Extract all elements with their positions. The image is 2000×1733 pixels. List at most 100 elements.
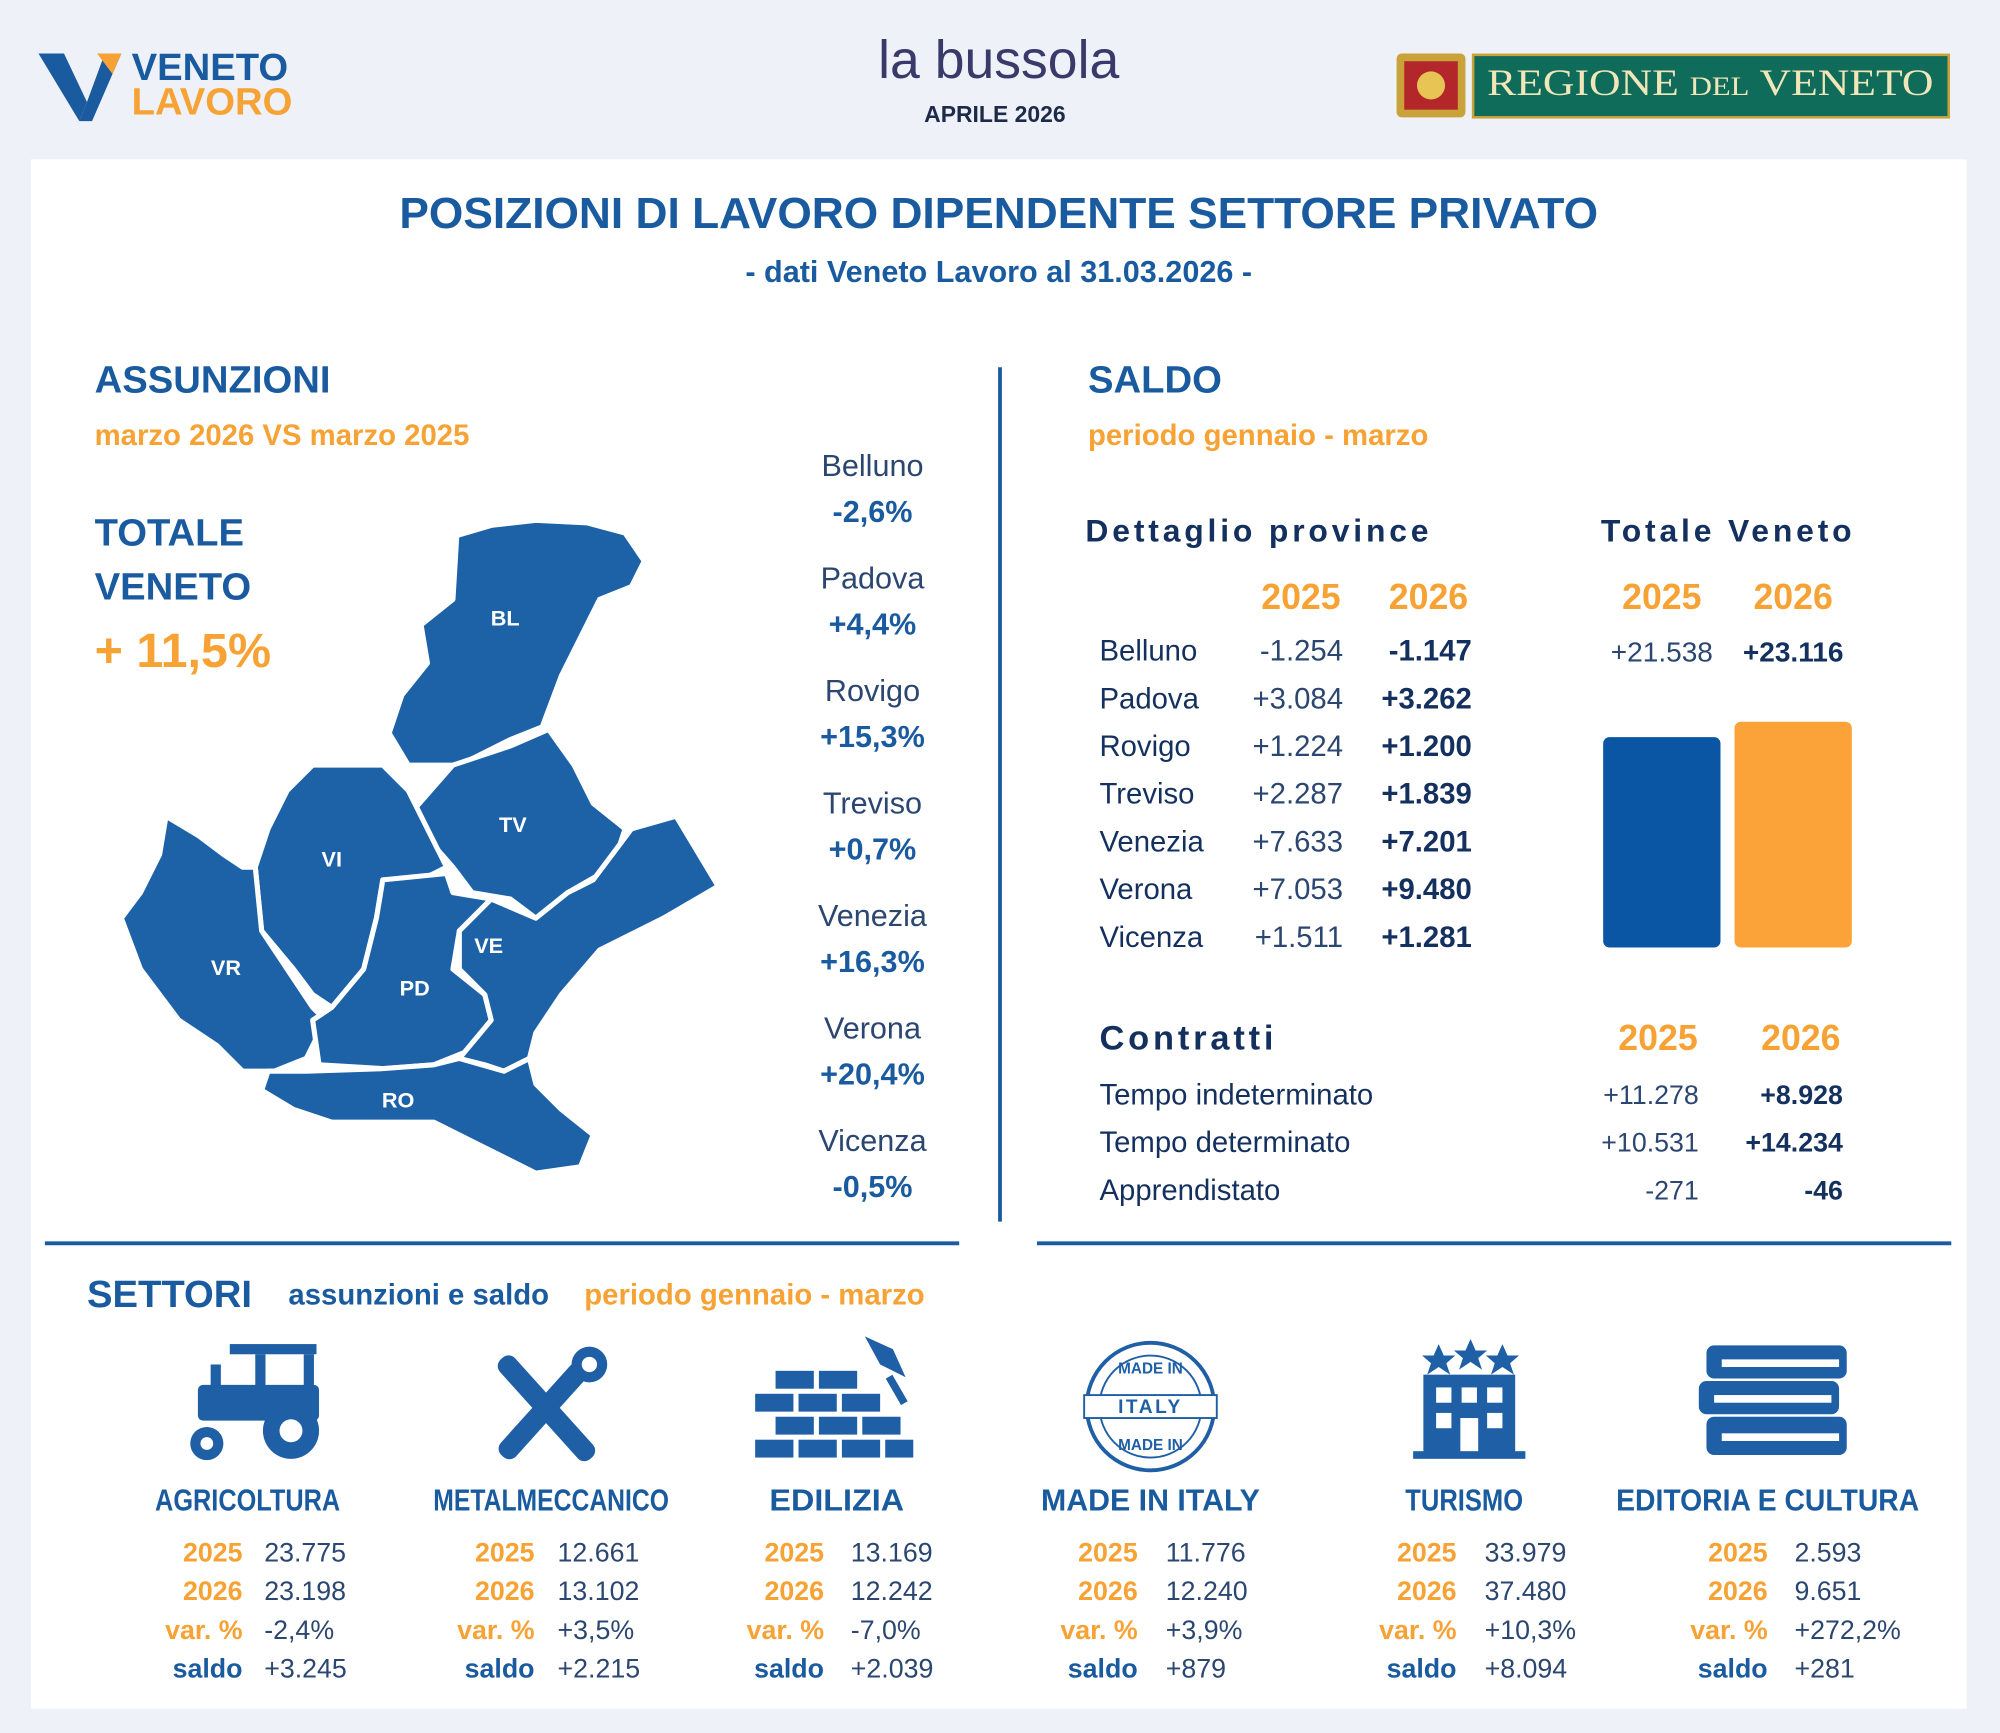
badge-text: MADE IN: [1118, 1437, 1183, 1454]
total-bar: [1603, 737, 1721, 948]
province-name: Treviso: [1099, 778, 1194, 811]
sector-value: -2,4%: [264, 1615, 334, 1645]
map-label: RO: [382, 1087, 414, 1112]
saldo-2026: +3.262: [1381, 682, 1471, 715]
section-period: marzo 2026 VS marzo 2025: [95, 419, 470, 452]
icon-tractor: [190, 1344, 320, 1461]
contract-name: Apprendistato: [1099, 1174, 1280, 1207]
detail-title: Dettaglio province: [1085, 512, 1432, 548]
sector-value: 33.979: [1485, 1538, 1567, 1568]
saldo-2026: -1.147: [1389, 635, 1472, 668]
section-subtitle: assunzioni e saldo: [288, 1279, 549, 1312]
province-name: Belluno: [821, 449, 923, 483]
sector-value: +2.215: [558, 1653, 641, 1683]
sector-value: +3.245: [264, 1653, 347, 1683]
saldo-2025: +1.224: [1253, 730, 1343, 763]
icon-made-in-italy: [1083, 1340, 1218, 1473]
province-name: Treviso: [823, 786, 922, 820]
map-label: VI: [322, 846, 342, 871]
sector-value: 2.593: [1794, 1538, 1861, 1568]
sector-name: EDITORIA E CULTURA: [1616, 1483, 1919, 1517]
year: 2026: [1761, 1018, 1840, 1058]
map-label: BL: [491, 605, 520, 630]
map-label: PD: [400, 975, 430, 1000]
total-label: VENETO: [95, 565, 252, 608]
icon-bricks: [755, 1336, 914, 1458]
saldo-2025: +7.633: [1253, 825, 1343, 858]
contract-2026: -46: [1804, 1175, 1843, 1205]
year: 2025: [1261, 577, 1340, 617]
sector-value: 23.775: [264, 1538, 346, 1568]
badge-text: MADE IN: [1118, 1361, 1183, 1378]
row-label: var. %: [165, 1615, 243, 1645]
sector-value: 9.651: [1794, 1576, 1861, 1606]
sector-value: +8.094: [1485, 1653, 1568, 1683]
year: 2026: [1753, 577, 1832, 617]
province-name: Verona: [1099, 873, 1193, 906]
province-name: Belluno: [1099, 635, 1197, 668]
section-heading: SALDO: [1088, 359, 1222, 402]
province-value: +20,4%: [820, 1057, 925, 1091]
row-label: saldo: [1068, 1653, 1138, 1683]
sector-value: +3,9%: [1166, 1615, 1243, 1645]
row-label: 2026: [475, 1576, 535, 1606]
sector-name: MADE IN ITALY: [1041, 1483, 1260, 1517]
title: POSIZIONI DI LAVORO DIPENDENTE SETTORE P…: [399, 190, 1598, 238]
sector-value: 13.169: [851, 1538, 933, 1568]
saldo-2025: +2.287: [1253, 778, 1343, 811]
row-label: saldo: [1387, 1653, 1457, 1683]
province-name: Rovigo: [825, 674, 920, 708]
sector-value: +3,5%: [558, 1615, 635, 1645]
province-value: +15,3%: [820, 720, 925, 754]
province-name: Vicenza: [1099, 921, 1203, 954]
row-label: 2025: [183, 1538, 243, 1568]
subtitle: - dati Veneto Lavoro al 31.03.2026 -: [745, 255, 1252, 289]
saldo-2026: +1.281: [1381, 921, 1471, 954]
row-label: saldo: [173, 1653, 243, 1683]
province-name: Venezia: [1099, 825, 1204, 858]
region-logo: [1396, 53, 1951, 119]
sector-value: 12.242: [851, 1576, 933, 1606]
logo-mark: [38, 53, 122, 122]
row-label: 2026: [1078, 1576, 1138, 1606]
row-label: 2026: [764, 1576, 824, 1606]
row-label: 2025: [1078, 1538, 1138, 1568]
year: 2025: [1622, 577, 1701, 617]
province-value: -2,6%: [833, 495, 913, 529]
contract-2026: +14.234: [1745, 1128, 1843, 1158]
section-period: periodo gennaio - marzo: [1088, 419, 1428, 452]
map-label: VR: [211, 955, 241, 980]
sector-value: 12.661: [558, 1538, 640, 1568]
contract-name: Tempo determinato: [1099, 1126, 1350, 1159]
sector-value: +879: [1166, 1653, 1226, 1683]
year: 2026: [1389, 577, 1468, 617]
contract-2025: +11.278: [1603, 1080, 1699, 1110]
row-label: saldo: [465, 1653, 535, 1683]
row-label: 2025: [1397, 1538, 1457, 1568]
province-value: +4,4%: [829, 607, 917, 641]
row-label: var. %: [457, 1615, 535, 1645]
map-label: TV: [499, 812, 527, 837]
row-label: saldo: [754, 1653, 824, 1683]
row-label: var. %: [1379, 1615, 1457, 1645]
saldo-2026: +7.201: [1381, 825, 1471, 858]
saldo-2025: +1.511: [1255, 921, 1343, 954]
sector-name: METALMECCANICO: [433, 1483, 669, 1517]
row-label: 2025: [764, 1538, 824, 1568]
saldo-2026: +1.839: [1381, 778, 1471, 811]
row-label: 2025: [475, 1538, 535, 1568]
row-label: 2026: [1708, 1576, 1768, 1606]
row-label: var. %: [747, 1615, 825, 1645]
contracts-title: Contratti: [1099, 1020, 1277, 1058]
saldo-2025: +7.053: [1253, 873, 1343, 906]
total-saldo: +23.116: [1743, 637, 1844, 668]
province-value: -0,5%: [833, 1170, 913, 1204]
sector-value: -7,0%: [851, 1615, 921, 1645]
saldo-2025: +3.084: [1253, 682, 1343, 715]
total-value: + 11,5%: [95, 624, 271, 678]
saldo-2026: +1.200: [1381, 730, 1471, 763]
sector-value: 12.240: [1166, 1576, 1248, 1606]
row-label: 2026: [1397, 1576, 1457, 1606]
icon-books: [1698, 1345, 1847, 1456]
